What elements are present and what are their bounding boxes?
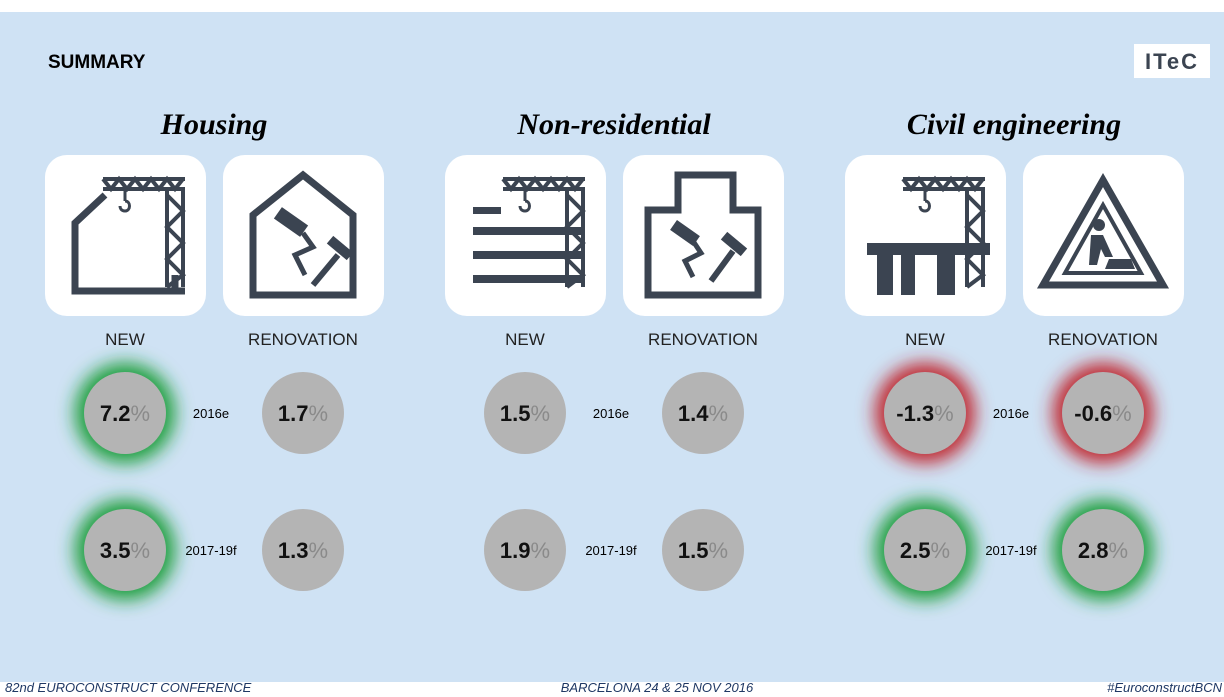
value: 1.3%	[278, 538, 328, 563]
value-circle	[484, 509, 566, 591]
value: 1.9%	[500, 538, 550, 563]
value-number: 2.8	[1078, 538, 1109, 563]
footer-left: 82nd EUROCONSTRUCT CONFERENCE	[5, 680, 252, 695]
value: 2.8%	[1078, 538, 1128, 563]
value-unit: %	[131, 401, 151, 426]
value: 1.5%	[500, 401, 550, 426]
period-label: 2016e	[593, 406, 629, 421]
period-label: 2016e	[993, 406, 1029, 421]
icon-card	[623, 155, 784, 316]
value-number: 1.7	[278, 401, 309, 426]
item-label: RENOVATION	[1048, 330, 1158, 349]
section-title: Civil engineering	[907, 108, 1121, 141]
value-circle	[1062, 372, 1144, 454]
value-unit: %	[1112, 401, 1132, 426]
value: 3.5%	[100, 538, 150, 563]
value: 1.5%	[678, 538, 728, 563]
item-label: NEW	[905, 330, 945, 349]
value-number: 1.5	[500, 401, 531, 426]
value-circle	[1062, 509, 1144, 591]
item-label: NEW	[505, 330, 545, 349]
period-label: 2017-19f	[185, 543, 237, 558]
period-label: 2016e	[193, 406, 229, 421]
value-unit: %	[309, 401, 329, 426]
section-title: Non-residential	[516, 108, 711, 141]
logo-box	[1134, 44, 1210, 78]
value-unit: %	[1109, 538, 1129, 563]
section-title: Housing	[160, 108, 268, 141]
value-number: 7.2	[100, 401, 131, 426]
value-number: -1.3	[896, 401, 934, 426]
value: -0.6%	[1074, 401, 1131, 426]
value-unit: %	[531, 538, 551, 563]
footer-center: BARCELONA 24 & 25 NOV 2016	[561, 680, 754, 695]
value-circle	[484, 372, 566, 454]
value-unit: %	[131, 538, 151, 563]
slide-title: SUMMARY	[48, 52, 146, 73]
value-number: 1.5	[678, 538, 709, 563]
item-label: RENOVATION	[248, 330, 358, 349]
background	[0, 12, 1224, 682]
value-unit: %	[309, 538, 329, 563]
logo: ITeC	[1145, 49, 1199, 74]
value-circle	[662, 372, 744, 454]
value: 1.7%	[278, 401, 328, 426]
period-label: 2017-19f	[585, 543, 637, 558]
value-circle	[662, 509, 744, 591]
icon-card	[1023, 155, 1184, 316]
footer-right: #EuroconstructBCN	[1107, 680, 1222, 695]
value-number: 3.5	[100, 538, 131, 563]
value-number: -0.6	[1074, 401, 1112, 426]
value: -1.3%	[896, 401, 953, 426]
value: 7.2%	[100, 401, 150, 426]
period-label: 2017-19f	[985, 543, 1037, 558]
value-number: 1.4	[678, 401, 709, 426]
value-circle	[262, 372, 344, 454]
value-circle	[262, 509, 344, 591]
value-unit: %	[709, 401, 729, 426]
item-label: NEW	[105, 330, 145, 349]
value-number: 1.3	[278, 538, 309, 563]
value-unit: %	[934, 401, 954, 426]
value-number: 1.9	[500, 538, 531, 563]
value-number: 2.5	[900, 538, 931, 563]
value-circle	[84, 509, 166, 591]
value-circle	[884, 509, 966, 591]
value-unit: %	[531, 401, 551, 426]
value-unit: %	[709, 538, 729, 563]
value-circle	[84, 372, 166, 454]
value: 1.4%	[678, 401, 728, 426]
value-circle	[884, 372, 966, 454]
value: 2.5%	[900, 538, 950, 563]
value-unit: %	[931, 538, 951, 563]
item-label: RENOVATION	[648, 330, 758, 349]
